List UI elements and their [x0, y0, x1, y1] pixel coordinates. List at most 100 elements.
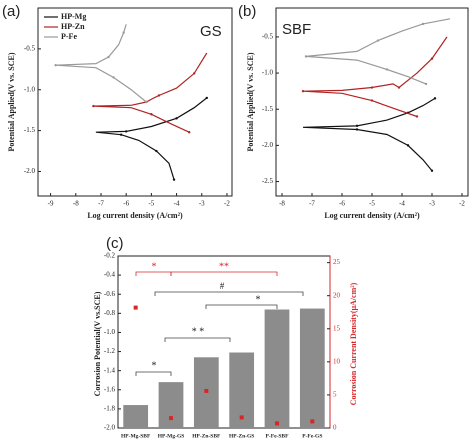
curve-marker: [433, 97, 437, 100]
curve: [302, 97, 436, 172]
curve-marker: [157, 94, 161, 97]
tick-label: -4: [399, 200, 405, 208]
legend-label: P-Fe: [61, 32, 77, 41]
bracket: [170, 271, 278, 276]
tick-label: -0.8: [104, 309, 116, 317]
tick-label: -1.5: [24, 126, 36, 134]
tick-label: -6: [123, 200, 129, 208]
curve-marker: [304, 55, 308, 58]
plot-frame: [37, 7, 233, 197]
x-axis-label: Log current density (A/cm²): [324, 211, 420, 220]
curve-marker: [122, 31, 125, 34]
panel-tag: (c): [106, 235, 124, 252]
annotation: *: [152, 261, 157, 272]
curve-marker: [205, 96, 209, 100]
tick-label: -8: [73, 200, 79, 208]
curve-marker: [175, 117, 178, 120]
tick-label: 20: [333, 291, 341, 299]
x-tick-label: HP-Mg-SBF: [121, 433, 151, 439]
x-tick-label: HP-Zn-GS: [229, 433, 254, 439]
point: [239, 415, 244, 420]
curve-marker: [187, 131, 191, 134]
tick-label: -2.0: [262, 141, 274, 149]
curve-marker: [370, 99, 374, 102]
bar: [158, 382, 184, 428]
curve-marker: [415, 115, 419, 118]
tick-label: -8: [279, 200, 285, 208]
curve-marker: [124, 130, 128, 133]
curve: [302, 36, 448, 118]
tick-label: -2.0: [24, 167, 36, 175]
curve-marker: [355, 124, 359, 128]
bar: [299, 308, 325, 428]
y-axis-label: Potential Applied(V vs. SCE): [7, 52, 16, 151]
tick-label: -1.5: [262, 105, 274, 113]
y2-axis-label: Corrosion Current Density(μA/cm²): [349, 282, 358, 405]
bracket: [135, 271, 172, 276]
tick-label: -7: [309, 200, 315, 208]
tick-label: 15: [333, 324, 341, 332]
tick-label: -1.6: [104, 385, 116, 393]
curve: [93, 52, 208, 133]
x-tick-label: P-Fe-SBF: [266, 433, 290, 439]
tick-label: 10: [333, 357, 341, 365]
tick-label: -0.5: [262, 33, 274, 41]
tick-label: -1.2: [104, 347, 116, 355]
curve-marker: [193, 72, 196, 75]
curve-marker: [119, 133, 123, 136]
tick-label: -2.5: [262, 177, 274, 185]
bracket: [205, 304, 278, 309]
tick-label: 25: [333, 258, 341, 266]
curve-marker: [424, 82, 428, 86]
curve-marker: [107, 55, 110, 59]
tick-label: -7: [98, 200, 104, 208]
panel-tag: (b): [238, 3, 256, 20]
panel-title: SBF: [282, 21, 311, 38]
annotation: *: [256, 294, 261, 305]
x-tick-label: P-Fe-GS: [302, 433, 322, 439]
curve-marker: [376, 39, 380, 42]
tick-label: 0: [333, 424, 337, 432]
tick-label: -5: [148, 200, 154, 208]
legend-label: HP-Zn: [61, 22, 85, 31]
curve-marker: [397, 86, 401, 89]
curve-marker: [355, 128, 359, 131]
y-axis-label: Potential Applied(V vs. SCE): [246, 52, 255, 151]
curve-marker: [430, 169, 434, 172]
tick-label: -0.4: [104, 271, 116, 279]
point: [310, 419, 315, 424]
legend-label: HP-Mg: [61, 12, 86, 21]
bracket: [164, 337, 231, 342]
tick-label: -2: [459, 200, 465, 208]
curve-marker: [406, 144, 410, 147]
curve-marker: [150, 113, 153, 116]
tick-label: -3: [429, 200, 435, 208]
tick-label: -0.2: [104, 252, 116, 260]
tick-label: -1.0: [24, 85, 36, 93]
tick-label: -1.0: [262, 69, 274, 77]
point: [275, 421, 279, 426]
tick-label: -9: [48, 200, 54, 208]
x-tick-label: HP-Zn-SBF: [192, 433, 221, 439]
x-axis-label: Log current density (A/cm²): [87, 211, 183, 220]
curve-marker: [421, 22, 425, 26]
curve-marker: [430, 57, 434, 60]
bar: [123, 405, 149, 428]
curve-marker: [54, 64, 57, 67]
tick-label: -2.0: [104, 424, 116, 432]
curve-marker: [301, 89, 305, 93]
y-axis-label: Corrosion Potential(V vs.SCE): [93, 291, 102, 396]
tick-label: -6: [339, 200, 345, 208]
point: [204, 388, 209, 393]
point: [169, 416, 173, 421]
curve-marker: [155, 149, 158, 153]
tick-label: -1.4: [104, 366, 116, 374]
tick-label: 5: [333, 391, 337, 399]
tick-label: -3: [199, 200, 205, 208]
curve: [305, 18, 451, 85]
curve: [95, 97, 208, 180]
tick-label: -5: [369, 200, 375, 208]
annotation: #: [220, 281, 225, 291]
curve-marker: [112, 76, 115, 79]
curve: [55, 24, 147, 103]
